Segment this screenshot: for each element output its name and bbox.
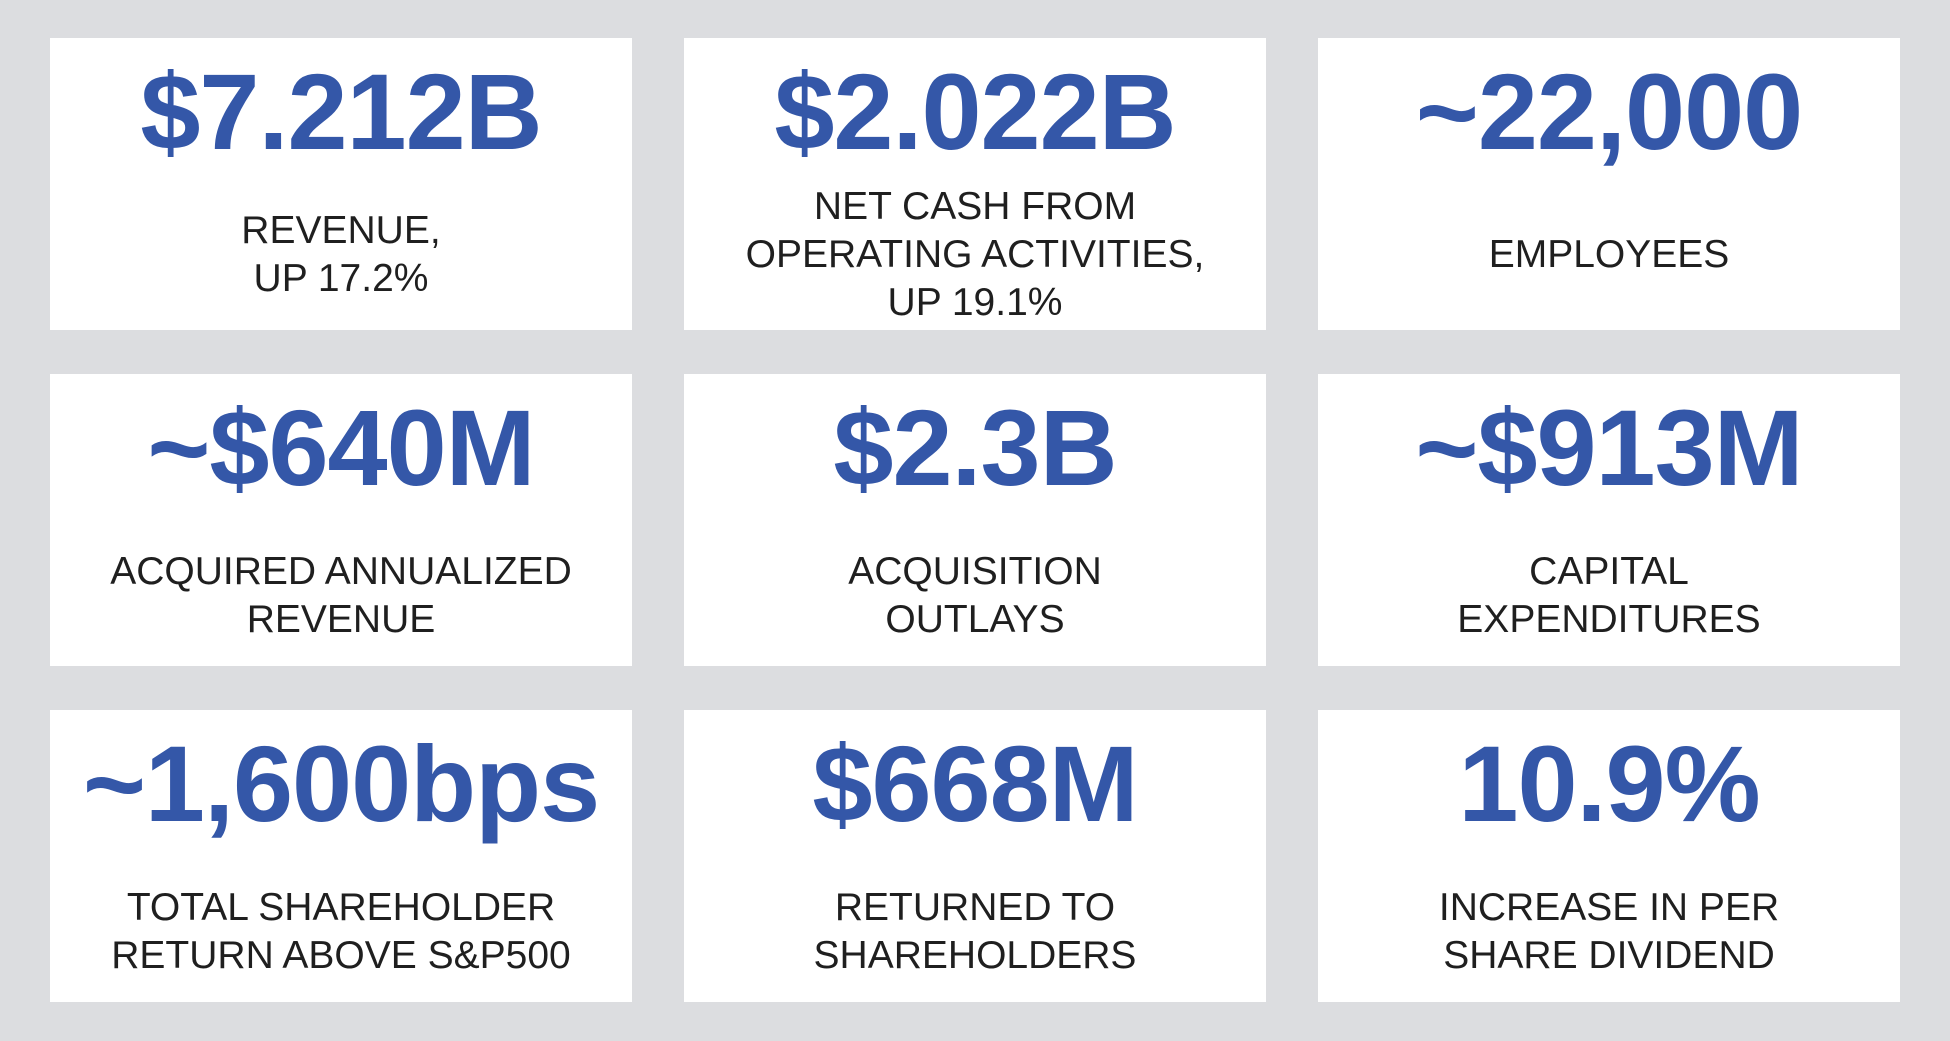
metric-value: ~1,600bps [82, 723, 600, 844]
metric-value: $2.022B [774, 51, 1176, 172]
metric-card-net-cash: $2.022B NET CASH FROM OPERATING ACTIVITI… [684, 38, 1266, 330]
metric-value: ~22,000 [1415, 51, 1803, 172]
metric-card-revenue: $7.212B REVENUE, UP 17.2% [50, 38, 632, 330]
metric-label: ACQUIRED ANNUALIZED REVENUE [60, 534, 622, 658]
metric-label-line: CAPITAL [1529, 550, 1689, 593]
metric-label: REVENUE, UP 17.2% [60, 188, 622, 322]
metric-label-line: EXPENDITURES [1457, 598, 1761, 641]
metric-label-line: SHAREHOLDERS [813, 934, 1137, 977]
metric-label-line: ACQUIRED ANNUALIZED [110, 550, 572, 593]
metric-value: 10.9% [1458, 723, 1760, 844]
metric-label: ACQUISITION OUTLAYS [694, 534, 1256, 658]
metric-label: NET CASH FROM OPERATING ACTIVITIES, UP 1… [694, 185, 1256, 324]
metric-card-employees: ~22,000 EMPLOYEES [1318, 38, 1900, 330]
metric-value: $7.212B [140, 51, 542, 172]
metric-card-capital-expenditures: ~$913M CAPITAL EXPENDITURES [1318, 374, 1900, 666]
metric-label-line: REVENUE [246, 598, 436, 641]
metric-card-returned-to-shareholders: $668M RETURNED TO SHAREHOLDERS [684, 710, 1266, 1002]
metric-card-dividend-increase: 10.9% INCREASE IN PER SHARE DIVIDEND [1318, 710, 1900, 1002]
metric-label-line: OUTLAYS [885, 598, 1065, 641]
metric-label-line: ACQUISITION [848, 550, 1102, 593]
metric-value: $2.3B [833, 387, 1117, 508]
metric-value: ~$913M [1415, 387, 1803, 508]
metric-label-line: RETURNED TO [834, 886, 1116, 929]
metric-label-line: UP 17.2% [253, 257, 429, 300]
metric-label-line: NET CASH FROM [813, 185, 1137, 228]
metric-label-line: REVENUE, [241, 209, 441, 252]
metric-card-acquired-revenue: ~$640M ACQUIRED ANNUALIZED REVENUE [50, 374, 632, 666]
metric-label: INCREASE IN PER SHARE DIVIDEND [1328, 870, 1890, 994]
metric-label-line: UP 19.1% [887, 281, 1063, 324]
metric-label: TOTAL SHAREHOLDER RETURN ABOVE S&P500 [60, 870, 622, 994]
metric-label-line: EMPLOYEES [1488, 233, 1730, 276]
metrics-grid: $7.212B REVENUE, UP 17.2% $2.022B NET CA… [50, 38, 1900, 1002]
metric-card-acquisition-outlays: $2.3B ACQUISITION OUTLAYS [684, 374, 1266, 666]
metric-label-line: RETURN ABOVE S&P500 [111, 934, 571, 977]
metric-label-line: OPERATING ACTIVITIES, [745, 233, 1205, 276]
metric-label-line: SHARE DIVIDEND [1443, 934, 1775, 977]
metric-label-line: INCREASE IN PER [1438, 886, 1780, 929]
metric-value: ~$640M [147, 387, 535, 508]
metric-label-line: TOTAL SHAREHOLDER [126, 886, 556, 929]
metric-card-shareholder-return: ~1,600bps TOTAL SHAREHOLDER RETURN ABOVE… [50, 710, 632, 1002]
metric-value: $668M [812, 723, 1138, 844]
metric-label: EMPLOYEES [1328, 188, 1890, 322]
metric-label: RETURNED TO SHAREHOLDERS [694, 870, 1256, 994]
metric-label: CAPITAL EXPENDITURES [1328, 534, 1890, 658]
